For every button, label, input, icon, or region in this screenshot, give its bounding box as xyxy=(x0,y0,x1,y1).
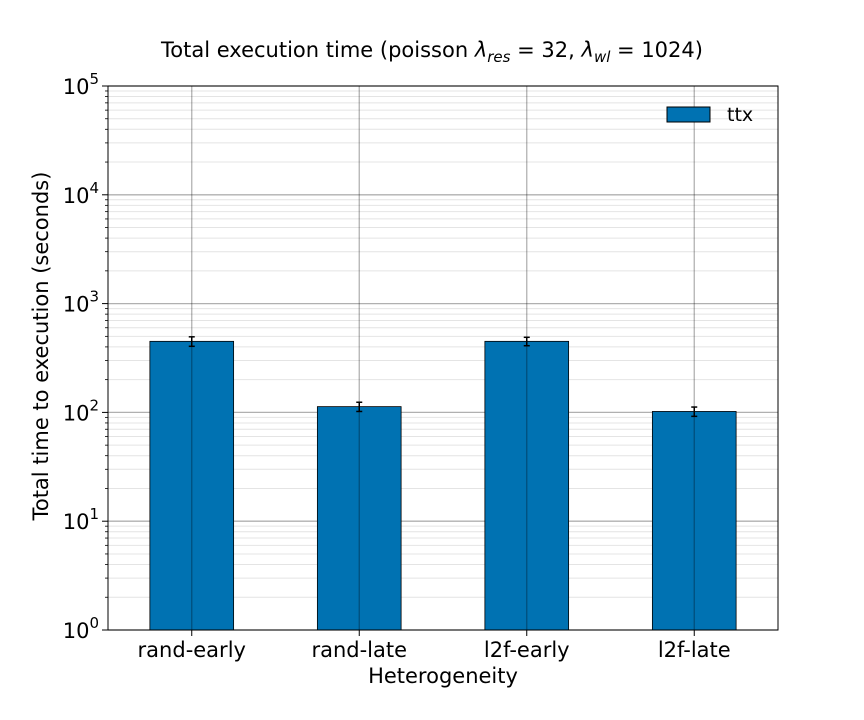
y-tick-label: 103 xyxy=(63,288,99,317)
y-tick-label: 100 xyxy=(63,614,99,643)
y-tick-label: 105 xyxy=(63,70,99,99)
vertical-grid xyxy=(191,86,695,630)
bar-l2f-late xyxy=(651,411,737,631)
x-axis-label: Heterogeneity xyxy=(368,664,518,688)
bars xyxy=(149,340,737,631)
x-tick-label: l2f-early xyxy=(484,638,570,662)
legend: ttx xyxy=(666,104,753,126)
chart-title: Total execution time (poisson λres = 32,… xyxy=(160,38,703,66)
legend-swatch xyxy=(666,106,711,123)
y-tick-label: 101 xyxy=(63,505,99,534)
x-axis-ticks: rand-early rand-late l2f-early l2f-late xyxy=(138,630,731,662)
legend-label: ttx xyxy=(727,104,753,126)
y-axis-label: Total time to execution (seconds) xyxy=(29,172,53,522)
y-tick-label: 102 xyxy=(63,396,99,425)
y-tick-label: 104 xyxy=(63,179,99,208)
plot-frame xyxy=(107,85,779,631)
bar-rand-late xyxy=(316,406,402,631)
y-axis-ticks: 100 101 102 103 104 105 xyxy=(63,70,108,643)
x-tick-label: l2f-late xyxy=(658,638,731,662)
x-tick-label: rand-late xyxy=(311,638,407,662)
error-bars xyxy=(188,336,698,418)
bar-rand-early xyxy=(149,340,235,631)
bar-l2f-early xyxy=(484,340,570,631)
x-tick-label: rand-early xyxy=(138,638,246,662)
